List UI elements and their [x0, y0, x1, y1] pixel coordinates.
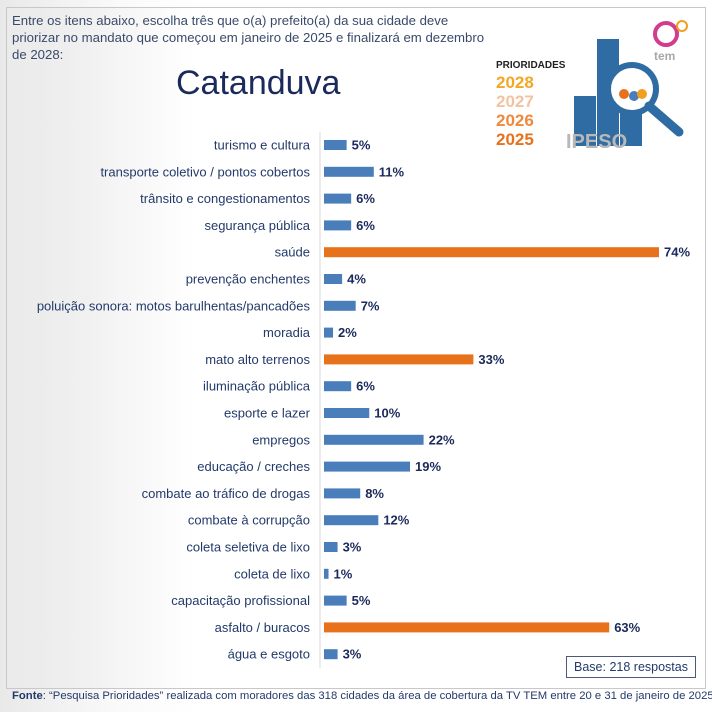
bar	[324, 166, 374, 177]
bar	[324, 220, 352, 231]
category-label: saúde	[275, 245, 310, 260]
source-label: Fonte	[12, 690, 43, 702]
category-label: poluição sonora: motos barulhentas/panca…	[37, 298, 311, 313]
value-label: 10%	[374, 406, 400, 421]
logo-year: 2025	[496, 130, 534, 149]
category-label: coleta de lixo	[234, 566, 310, 581]
logo-year: 2028	[496, 73, 534, 92]
value-label: 2%	[338, 325, 357, 340]
value-label: 5%	[352, 138, 371, 153]
category-label: educação / creches	[197, 459, 310, 474]
logo-year: 2026	[496, 111, 534, 130]
bar	[324, 327, 334, 338]
value-label: 63%	[614, 620, 640, 635]
category-label: turismo e cultura	[214, 138, 311, 153]
bar	[324, 461, 411, 472]
value-label: 33%	[478, 352, 504, 367]
base-note: Base: 218 respostas	[566, 656, 696, 678]
prioridades-ipeso-logo: tem PRIORIDADES 2028 2027 2026 2025 IPES…	[494, 14, 690, 154]
bar	[324, 300, 356, 311]
bar	[324, 140, 347, 150]
bar	[324, 568, 329, 579]
bar	[324, 193, 352, 204]
bar	[324, 274, 343, 284]
value-label: 3%	[343, 647, 362, 662]
value-label: 5%	[352, 593, 371, 608]
bar	[324, 408, 370, 418]
category-label: empregos	[252, 432, 310, 447]
category-label: moradia	[263, 325, 311, 340]
bar	[324, 381, 352, 392]
category-label: coleta seletiva de lixo	[186, 540, 310, 555]
logo-year: 2027	[496, 92, 534, 111]
category-label: segurança pública	[204, 218, 310, 233]
category-label: combate à corrupção	[188, 513, 310, 528]
value-label: 8%	[365, 486, 384, 501]
logo-graphic: tem PRIORIDADES 2028 2027 2026 2025 IPES…	[496, 20, 688, 153]
category-label: esporte e lazer	[224, 406, 311, 421]
value-label: 6%	[356, 379, 375, 394]
value-label: 7%	[361, 298, 380, 313]
bar	[324, 595, 347, 606]
bar	[324, 515, 379, 526]
category-label: iluminação pública	[203, 379, 311, 394]
value-label: 19%	[415, 459, 441, 474]
chart-title: Catanduva	[176, 64, 341, 102]
value-label: 12%	[383, 513, 409, 528]
category-label: combate ao tráfico de drogas	[142, 486, 311, 501]
value-label: 22%	[429, 432, 455, 447]
svg-text:tem: tem	[654, 49, 675, 63]
value-label: 4%	[347, 272, 366, 287]
bar	[324, 354, 474, 365]
value-label: 6%	[356, 218, 375, 233]
category-label: trânsito e congestionamentos	[140, 191, 310, 206]
bar	[324, 488, 361, 499]
category-label: capacitação profissional	[171, 593, 310, 608]
category-label: prevenção enchentes	[186, 272, 311, 287]
bar	[324, 247, 659, 258]
source-note: Fonte: “Pesquisa Prioridades” realizada …	[12, 690, 712, 702]
source-text: : “Pesquisa Prioridades” realizada com m…	[42, 690, 712, 702]
value-label: 3%	[343, 540, 362, 555]
question-text: Entre os itens abaixo, escolha três que …	[12, 13, 485, 62]
logo-brand: IPESO	[566, 131, 627, 153]
bar	[324, 622, 610, 633]
category-label: água e esgoto	[228, 647, 310, 662]
bar	[324, 649, 338, 660]
category-label: asfalto / buracos	[215, 620, 311, 635]
category-label: mato alto terrenos	[205, 352, 310, 367]
value-label: 74%	[664, 245, 690, 260]
category-label: transporte coletivo / pontos cobertos	[100, 164, 310, 179]
logo-title: PRIORIDADES	[496, 60, 566, 71]
value-label: 6%	[356, 191, 375, 206]
bar	[324, 434, 424, 445]
bar	[324, 542, 338, 552]
value-label: 1%	[334, 566, 353, 581]
value-label: 11%	[379, 164, 405, 179]
